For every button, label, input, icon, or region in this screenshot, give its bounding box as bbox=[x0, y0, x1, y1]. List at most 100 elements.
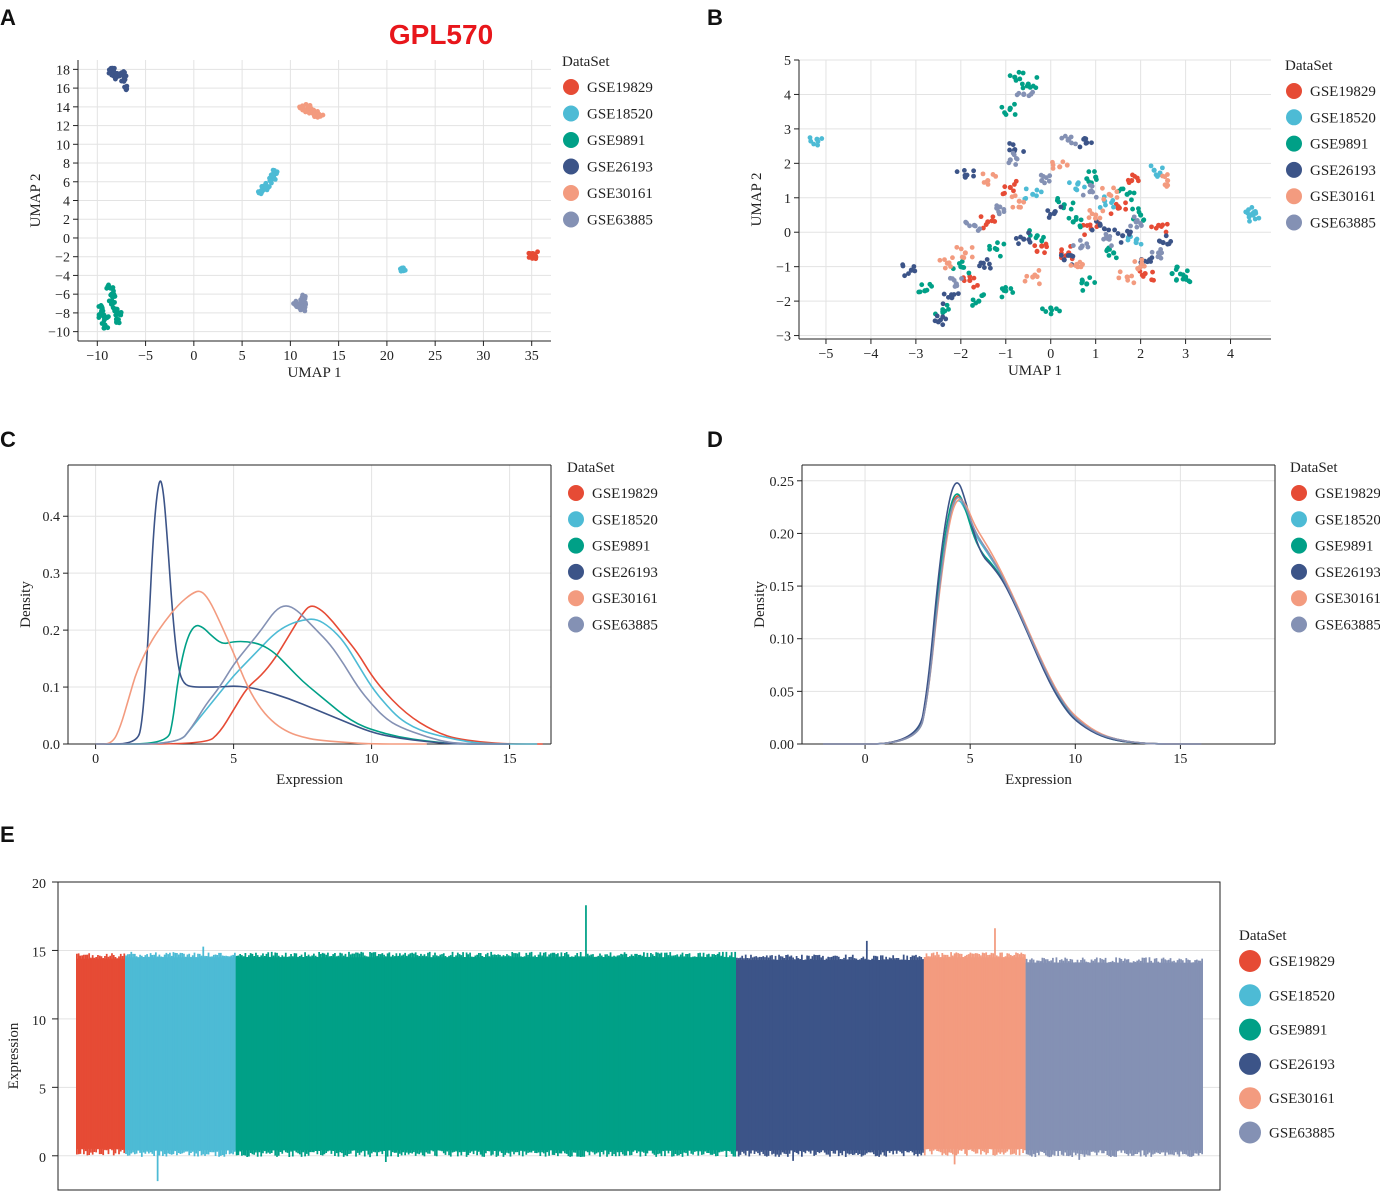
data-point-jitter bbox=[999, 286, 1005, 292]
data-point-jitter bbox=[307, 110, 313, 116]
series-GSE9891 bbox=[96, 282, 124, 331]
data-point-jitter bbox=[98, 302, 104, 308]
density-line-GSE30161 bbox=[95, 590, 427, 745]
data-point-jitter bbox=[259, 184, 265, 189]
panel-C: C 0 5 10 15 0.0 0.1 0.2 0.3 0.4 Expression Density D… bbox=[0, 427, 658, 788]
data-point-jitter bbox=[970, 297, 976, 303]
data-point-jitter bbox=[1010, 290, 1016, 295]
data-point-jitter bbox=[1069, 140, 1074, 146]
legend-swatch-GSE30161 bbox=[1286, 188, 1302, 205]
data-point-jitter bbox=[999, 294, 1005, 300]
data-point-jitter bbox=[1103, 231, 1109, 237]
density-line-GSE9891 bbox=[823, 493, 1202, 745]
data-point-jitter bbox=[1165, 172, 1170, 177]
x-axis-label: Expression bbox=[1005, 772, 1072, 788]
data-point-jitter bbox=[1020, 70, 1026, 76]
data-point-jitter bbox=[124, 83, 130, 89]
data-point bbox=[1039, 243, 1045, 249]
data-point-jitter bbox=[267, 177, 273, 183]
data-point-jitter bbox=[1016, 69, 1022, 75]
data-point-jitter bbox=[1160, 173, 1165, 179]
data-point-jitter bbox=[1013, 77, 1019, 83]
data-point-jitter bbox=[997, 253, 1003, 259]
data-point-jitter bbox=[111, 305, 117, 311]
data-point-jitter bbox=[1077, 224, 1083, 230]
legend-label-GSE26193: GSE26193 bbox=[592, 565, 658, 581]
data-point-jitter bbox=[1066, 180, 1072, 186]
series-GSE63885 bbox=[947, 89, 1165, 289]
legend-label-GSE9891: GSE9891 bbox=[1315, 539, 1373, 555]
legend-label-GSE26193: GSE26193 bbox=[587, 160, 653, 176]
data-point-jitter bbox=[302, 107, 307, 113]
data-point-jitter bbox=[1045, 208, 1051, 213]
data-point-jitter bbox=[1070, 253, 1076, 259]
data-point-jitter bbox=[1021, 149, 1026, 154]
data-point-jitter bbox=[971, 284, 977, 290]
x-axis-label: Expression bbox=[276, 772, 343, 788]
data-point-jitter bbox=[1028, 91, 1034, 97]
data-point-jitter bbox=[1073, 217, 1079, 222]
data-point-jitter bbox=[1002, 184, 1008, 190]
data-point-jitter bbox=[108, 285, 113, 291]
samples-GSE19829 bbox=[75, 953, 126, 1156]
data-point-jitter bbox=[1082, 136, 1088, 141]
data-point-jitter bbox=[1084, 176, 1090, 182]
data-point-jitter bbox=[1117, 269, 1123, 275]
data-point-jitter bbox=[955, 291, 961, 297]
data-point-jitter bbox=[1033, 235, 1039, 241]
data-point-jitter bbox=[1032, 272, 1038, 278]
data-point-jitter bbox=[1246, 214, 1252, 220]
data-point-jitter bbox=[1101, 226, 1107, 232]
data-point-jitter bbox=[1010, 204, 1016, 210]
data-point-jitter bbox=[110, 294, 115, 300]
data-point-jitter bbox=[112, 299, 117, 305]
legend-title: DataSet bbox=[567, 460, 615, 476]
data-point-jitter bbox=[949, 292, 954, 298]
data-point-jitter bbox=[1114, 195, 1120, 200]
data-point-jitter bbox=[1026, 230, 1031, 236]
legend-label-GSE9891: GSE9891 bbox=[587, 133, 645, 149]
data-point-jitter bbox=[1085, 244, 1091, 250]
data-point-jitter bbox=[1013, 162, 1019, 167]
data-point-jitter bbox=[917, 289, 923, 295]
x-axis-label: UMAP 1 bbox=[287, 365, 341, 381]
data-point-jitter bbox=[1046, 178, 1052, 184]
panel-E: E 0 5 10 15 20 Expression DataSet GSE19829 GSE185… bbox=[0, 822, 1335, 1191]
data-point-jitter bbox=[961, 168, 967, 173]
legend-swatch-GSE9891 bbox=[1286, 135, 1302, 152]
x-tick-label: −4 bbox=[863, 347, 878, 362]
x-tick-label: 3 bbox=[1182, 347, 1189, 362]
data-point-jitter bbox=[1017, 76, 1023, 82]
y-tick-label: 20 bbox=[32, 877, 46, 892]
legend-swatch-GSE63885 bbox=[563, 211, 579, 228]
data-point-jitter bbox=[900, 262, 906, 268]
data-point-jitter bbox=[1163, 233, 1169, 239]
data-point-jitter bbox=[1123, 200, 1128, 206]
data-point-jitter bbox=[981, 265, 987, 270]
legend-title: DataSet bbox=[1285, 58, 1333, 74]
y-axis-label: Expression bbox=[6, 1022, 22, 1089]
legend-label-GSE9891: GSE9891 bbox=[1269, 1023, 1327, 1039]
density-line-GSE26193 bbox=[823, 482, 1202, 745]
data-point-jitter bbox=[1129, 197, 1134, 203]
data-point-jitter bbox=[1002, 190, 1007, 196]
data-point-jitter bbox=[981, 225, 986, 231]
legend-swatch-GSE9891 bbox=[1291, 537, 1307, 554]
data-point-jitter bbox=[1094, 177, 1099, 182]
legend-label-GSE19829: GSE19829 bbox=[592, 486, 658, 502]
y-tick-label: 3 bbox=[784, 123, 791, 138]
density-line-GSE9891 bbox=[95, 624, 510, 745]
data-point-jitter bbox=[959, 276, 964, 281]
data-point-jitter bbox=[1139, 257, 1145, 263]
data-point-jitter bbox=[1066, 215, 1072, 221]
data-point-jitter bbox=[1073, 141, 1078, 147]
legend-swatch-GSE9891 bbox=[563, 132, 579, 148]
x-tick-label: 5 bbox=[967, 752, 974, 767]
data-point-jitter bbox=[1070, 200, 1076, 206]
data-point-jitter bbox=[992, 219, 998, 224]
data-point-jitter bbox=[1043, 309, 1049, 314]
x-tick-label: −10 bbox=[86, 349, 108, 364]
data-point-jitter bbox=[959, 254, 965, 260]
legend-swatch-GSE19829 bbox=[568, 485, 584, 501]
y-axis-label: Density bbox=[18, 581, 34, 628]
